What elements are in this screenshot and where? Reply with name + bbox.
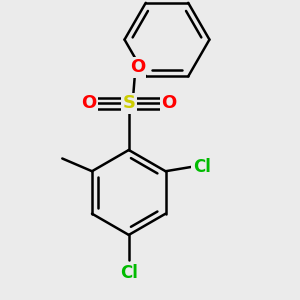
Text: O: O: [161, 94, 177, 112]
Text: Cl: Cl: [120, 264, 138, 282]
Text: Cl: Cl: [193, 158, 211, 176]
Text: S: S: [122, 94, 135, 112]
Text: O: O: [81, 94, 96, 112]
Text: O: O: [130, 58, 145, 76]
